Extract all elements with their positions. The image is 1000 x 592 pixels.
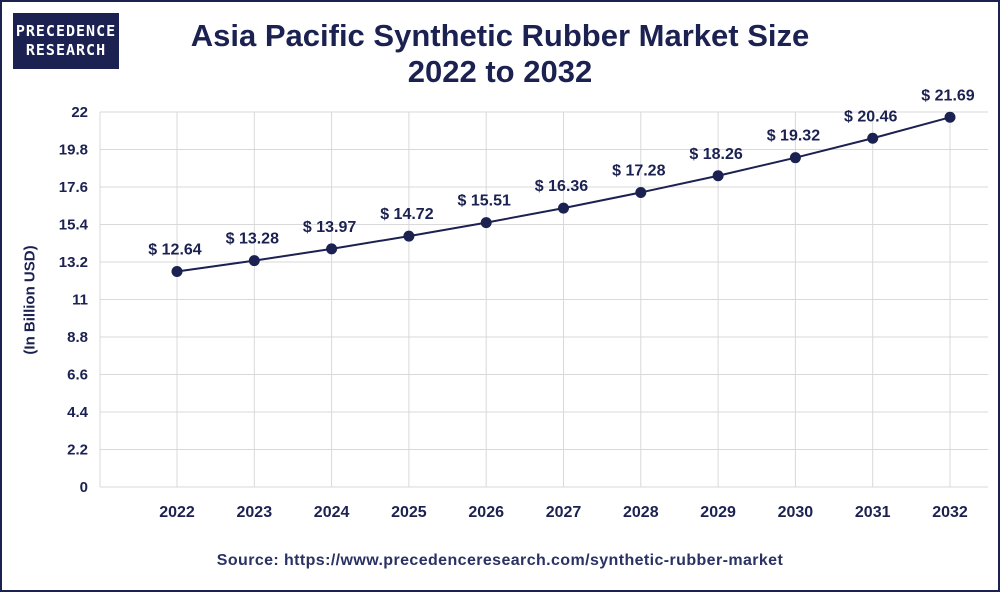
data-point	[326, 243, 338, 255]
data-label: $ 18.26	[689, 146, 742, 163]
x-tick-label: 2028	[623, 504, 659, 521]
x-tick-label: 2026	[468, 504, 504, 521]
x-tick-label: 2023	[237, 504, 273, 521]
y-tick-label: 4.4	[67, 404, 89, 421]
y-tick-label: 15.4	[59, 217, 89, 234]
y-tick-label: 13.2	[59, 254, 88, 271]
x-tick-label: 2032	[932, 504, 968, 521]
chart-title-line-1: Asia Pacific Synthetic Rubber Market Siz…	[190, 18, 810, 53]
y-tick-label: 22	[71, 104, 88, 121]
y-tick-label: 19.8	[59, 142, 88, 159]
chart-title: Asia Pacific Synthetic Rubber Market Siz…	[150, 18, 850, 90]
data-point	[558, 202, 569, 214]
chart-title-line-2: 2022 to 2032	[407, 54, 593, 89]
y-tick-label: 2.2	[67, 442, 88, 459]
x-tick-label: 2027	[546, 504, 582, 521]
x-tick-label: 2024	[314, 504, 350, 521]
data-point	[789, 152, 801, 164]
data-label: $ 13.97	[303, 219, 356, 236]
data-point	[867, 132, 879, 144]
data-label: $ 12.64	[148, 242, 201, 259]
logo-line-2: RESEARCH	[25, 41, 107, 59]
data-point	[712, 170, 724, 182]
data-label: $ 19.32	[767, 128, 820, 145]
data-label: $ 15.51	[458, 193, 511, 210]
data-label: $ 17.28	[612, 162, 665, 179]
y-tick-label: 8.8	[67, 329, 88, 346]
data-point	[403, 230, 415, 242]
logo-line-1: PRECEDENCE	[15, 22, 117, 40]
data-label: $ 20.46	[844, 108, 897, 125]
y-tick-label: 6.6	[67, 367, 88, 384]
y-tick-label: 11	[72, 292, 88, 309]
data-point	[171, 266, 183, 278]
data-point	[944, 111, 956, 123]
data-point	[248, 255, 260, 267]
x-tick-label: 2025	[391, 504, 427, 521]
data-label: $ 16.36	[535, 178, 588, 195]
x-tick-label: 2031	[855, 504, 891, 521]
x-tick-label: 2022	[159, 504, 195, 521]
data-label: $ 14.72	[380, 206, 433, 223]
brand-logo: PRECEDENCE RESEARCH	[13, 13, 119, 69]
data-label: $ 13.28	[226, 231, 279, 248]
y-tick-label: 17.6	[59, 179, 88, 196]
x-tick-label: 2029	[700, 504, 736, 521]
source-text: Source: https://www.precedenceresearch.c…	[216, 552, 784, 569]
data-point	[480, 217, 492, 229]
data-label: $ 21.69	[921, 87, 974, 104]
y-tick-label: 0	[80, 479, 88, 496]
data-point	[635, 186, 647, 198]
x-tick-label: 2030	[778, 504, 814, 521]
